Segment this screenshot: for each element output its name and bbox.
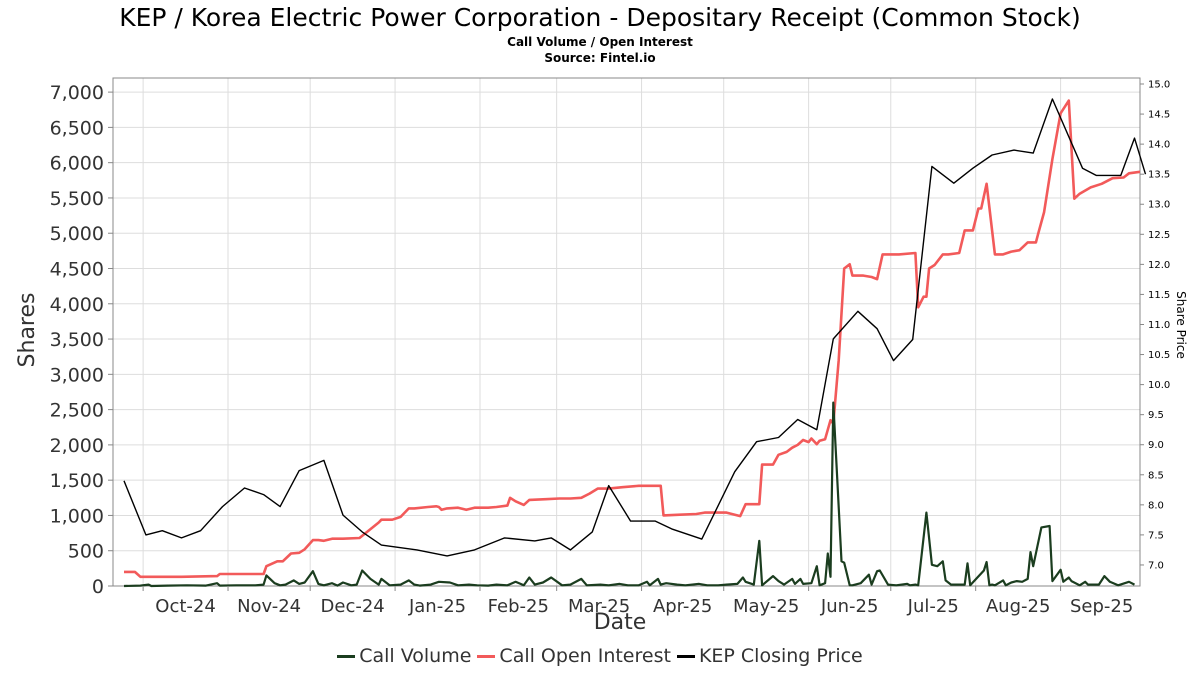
y2-tick-label: 15.0	[1148, 80, 1170, 91]
y2-tick-label: 9.0	[1148, 440, 1164, 451]
legend: Call Volume Call Open Interest KEP Closi…	[0, 645, 1200, 667]
legend-label-closing-price: KEP Closing Price	[698, 645, 863, 667]
y2-tick-label: 13.5	[1148, 170, 1170, 181]
y-tick-label: 3,000	[50, 364, 104, 386]
y-tick-label: 7,000	[50, 82, 104, 104]
call-volume-line	[123, 401, 1135, 588]
chart-canvas: 0 500 1,000 1,500 2,000 2,500 3,000 3,500 4,000 4…	[15, 77, 1188, 635]
x-tick-label: Jun-25	[820, 596, 879, 617]
x-tick-label: Apr-25	[653, 596, 712, 617]
y-tick-label: 5,000	[50, 223, 104, 245]
legend-label-call-open-interest: Call Open Interest	[499, 645, 671, 667]
y-tick-label: 1,500	[50, 470, 104, 492]
y2-tick-label: 8.5	[1148, 470, 1164, 481]
y-tick-label: 3,500	[50, 329, 104, 351]
x-tick-label: Sep-25	[1070, 596, 1133, 617]
y2-tick-label: 13.0	[1148, 200, 1170, 211]
x-tick-label: Jan-25	[408, 596, 466, 617]
y2-tick-label: 10.0	[1148, 380, 1170, 391]
x-tick-label: Aug-25	[986, 596, 1051, 617]
y2-tick-label: 8.0	[1148, 500, 1164, 511]
y2-tick-label: 10.5	[1148, 350, 1170, 361]
y2-tick-label: 12.5	[1148, 230, 1170, 241]
y2-tick-label: 9.5	[1148, 410, 1164, 421]
x-tick-label: Oct-24	[155, 596, 216, 617]
y-tick-label: 6,500	[50, 117, 104, 139]
y2-axis-label: Share Price	[1174, 291, 1188, 359]
y2-tick-label: 11.5	[1148, 290, 1170, 301]
legend-swatch-call-volume	[337, 654, 356, 658]
y2-tick-label: 14.0	[1148, 140, 1170, 151]
legend-swatch-call-open-interest	[477, 654, 496, 658]
x-tick-label: Feb-25	[488, 596, 549, 617]
x-tick-label: May-25	[733, 596, 799, 617]
series-lines	[123, 98, 1147, 588]
axes: 0 500 1,000 1,500 2,000 2,500 3,000 3,500 4,000 4…	[50, 80, 1171, 617]
closing-price-line	[123, 98, 1147, 557]
legend-item-call-volume: Call Volume	[337, 645, 471, 667]
legend-label-call-volume: Call Volume	[359, 645, 472, 667]
plot-area	[112, 77, 1141, 587]
y2-tick-label: 14.5	[1148, 110, 1170, 121]
legend-swatch-closing-price	[676, 654, 695, 658]
legend-item-call-open-interest: Call Open Interest	[477, 645, 671, 667]
y-tick-label: 1,000	[50, 505, 104, 527]
y2-tick-label: 7.0	[1148, 560, 1164, 571]
call-open-interest-line	[124, 99, 1141, 579]
chart-title: KEP / Korea Electric Power Corporation -…	[119, 3, 1081, 32]
y2-tick-label: 7.5	[1148, 530, 1164, 541]
y-tick-label: 2,500	[50, 400, 104, 422]
y-tick-label: 5,500	[50, 188, 104, 210]
y-tick-label: 6,000	[50, 153, 104, 175]
y-tick-label: 2,000	[50, 435, 104, 457]
chart-source: Source: Fintel.io	[544, 51, 656, 65]
y-tick-label: 500	[68, 541, 104, 563]
y2-tick-label: 11.0	[1148, 320, 1170, 331]
y2-tick-label: 12.0	[1148, 260, 1170, 271]
grid-lines	[113, 78, 1140, 587]
y-tick-label: 4,000	[50, 294, 104, 316]
y-tick-label: 4,500	[50, 259, 104, 281]
x-tick-label: Nov-24	[237, 596, 301, 617]
chart-subtitle: Call Volume / Open Interest	[507, 35, 693, 49]
x-axis-label: Date	[594, 610, 647, 635]
y-tick-label: 0	[92, 576, 104, 598]
legend-item-closing-price: KEP Closing Price	[676, 645, 863, 667]
y-axis-label: Shares	[15, 293, 40, 368]
x-tick-label: Mar-25	[568, 596, 630, 617]
x-tick-label: Jul-25	[907, 596, 959, 617]
x-tick-label: Dec-24	[321, 596, 385, 617]
